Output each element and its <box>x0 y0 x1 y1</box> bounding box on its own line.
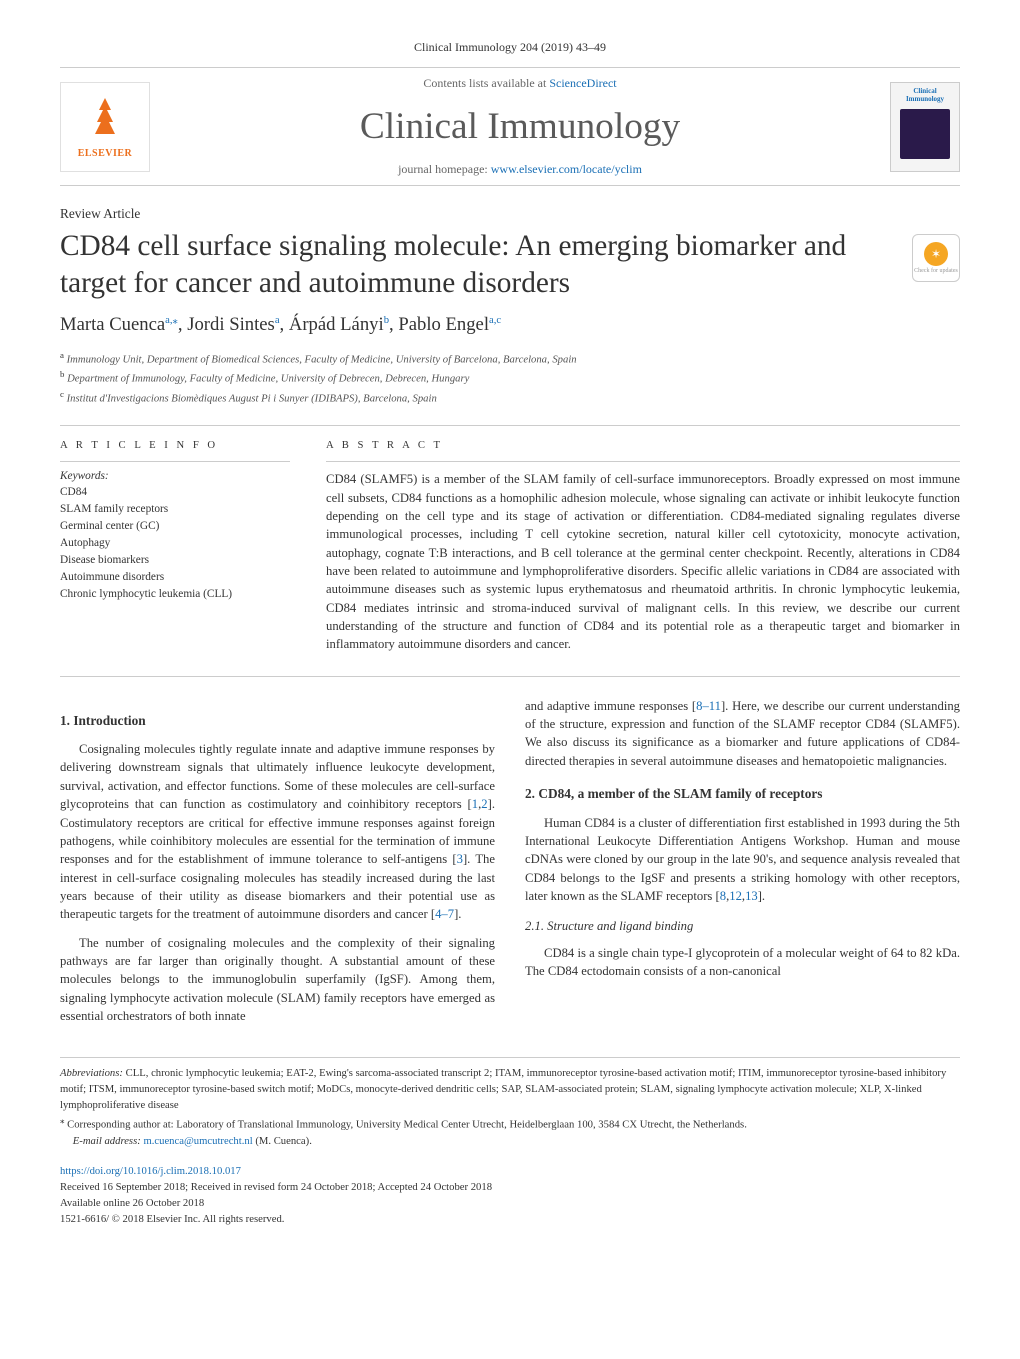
s1-p2: The number of cosignaling molecules and … <box>60 934 495 1026</box>
article-type: Review Article <box>60 206 960 222</box>
elsevier-name: ELSEVIER <box>78 148 133 159</box>
info-divider <box>60 461 290 462</box>
s1-p1-end: ]. <box>454 907 461 921</box>
title-row: CD84 cell surface signaling molecule: An… <box>60 228 960 313</box>
info-abstract-row: A R T I C L E I N F O Keywords: CD84 SLA… <box>60 440 960 654</box>
homepage-prefix: journal homepage: <box>398 162 491 176</box>
affiliation-c: c Institut d'Investigacions Biomèdiques … <box>60 388 960 408</box>
s1-p2b: and adaptive immune responses [8–11]. He… <box>525 697 960 770</box>
author-4-sup: a,c <box>489 315 501 326</box>
s1-p1: Cosignaling molecules tightly regulate i… <box>60 740 495 924</box>
elsevier-logo: ELSEVIER <box>60 82 150 172</box>
top-citation: Clinical Immunology 204 (2019) 43–49 <box>60 40 960 55</box>
s1-p1-a: Cosignaling molecules tightly regulate i… <box>60 742 495 811</box>
ref-4-7[interactable]: 4–7 <box>435 907 454 921</box>
body-text: 1. Introduction Cosignaling molecules ti… <box>60 697 960 1026</box>
author-1: Marta Cuenca <box>60 315 165 336</box>
abbrev-text: CLL, chronic lymphocytic leukemia; EAT-2… <box>60 1068 946 1111</box>
affiliation-b-text: Department of Immunology, Faculty of Med… <box>67 374 469 385</box>
ref-12[interactable]: 12 <box>729 889 742 903</box>
s2-p1: Human CD84 is a cluster of differentiati… <box>525 814 960 906</box>
ref-8-11[interactable]: 8–11 <box>696 699 721 713</box>
abbrev-label: Abbreviations: <box>60 1068 123 1079</box>
email-line: E-mail address: m.cuenca@umcutrecht.nl (… <box>60 1134 960 1150</box>
article-info-label: A R T I C L E I N F O <box>60 440 290 451</box>
keyword: SLAM family receptors <box>60 501 290 518</box>
keyword: Autoimmune disorders <box>60 569 290 586</box>
contents-prefix: Contents lists available at <box>423 76 549 90</box>
cover-image <box>900 109 950 159</box>
affiliation-b: b Department of Immunology, Faculty of M… <box>60 368 960 388</box>
keyword: Chronic lymphocytic leukemia (CLL) <box>60 586 290 603</box>
homepage-link[interactable]: www.elsevier.com/locate/yclim <box>491 162 642 176</box>
header-center: Contents lists available at ScienceDirec… <box>150 76 890 177</box>
journal-name: Clinical Immunology <box>150 105 890 148</box>
email-label: E-mail address: <box>73 1136 144 1147</box>
keyword: Disease biomarkers <box>60 552 290 569</box>
issn-line: 1521-6616/ © 2018 Elsevier Inc. All righ… <box>60 1212 960 1228</box>
footnotes: Abbreviations: CLL, chronic lymphocytic … <box>60 1057 960 1150</box>
abbreviations: Abbreviations: CLL, chronic lymphocytic … <box>60 1066 960 1114</box>
doi-link[interactable]: https://doi.org/10.1016/j.clim.2018.10.0… <box>60 1164 960 1180</box>
s2-p1-end: ]. <box>758 889 765 903</box>
cover-title: Clinical Immunology <box>895 87 955 103</box>
updates-icon: ✶ <box>924 242 948 266</box>
corresponding-author: ⁎ Corresponding author at: Laboratory of… <box>60 1114 960 1134</box>
author-2: , Jordi Sintes <box>178 315 275 336</box>
section-1-title: 1. Introduction <box>60 711 495 730</box>
body-separator <box>60 676 960 677</box>
s21-p1: CD84 is a single chain type-I glycoprote… <box>525 944 960 981</box>
s1-p2b-a: and adaptive immune responses [ <box>525 699 696 713</box>
article-title: CD84 cell surface signaling molecule: An… <box>60 228 900 301</box>
divider <box>60 425 960 426</box>
affiliation-a: a Immunology Unit, Department of Biomedi… <box>60 349 960 369</box>
citation-text: Clinical Immunology 204 (2019) 43–49 <box>414 40 606 54</box>
abstract-column: A B S T R A C T CD84 (SLAMF5) is a membe… <box>326 440 960 654</box>
received-line: Received 16 September 2018; Received in … <box>60 1180 960 1196</box>
author-4: , Pablo Engel <box>389 315 489 336</box>
keyword: Autophagy <box>60 535 290 552</box>
section-2-title: 2. CD84, a member of the SLAM family of … <box>525 784 960 803</box>
affiliation-a-text: Immunology Unit, Department of Biomedica… <box>67 354 577 365</box>
journal-header: ELSEVIER Contents lists available at Sci… <box>60 67 960 186</box>
abstract-divider <box>326 461 960 462</box>
article-info-column: A R T I C L E I N F O Keywords: CD84 SLA… <box>60 440 290 654</box>
check-updates-badge[interactable]: ✶ Check for updates <box>912 234 960 282</box>
sciencedirect-link[interactable]: ScienceDirect <box>549 76 616 90</box>
keyword: CD84 <box>60 484 290 501</box>
abstract-label: A B S T R A C T <box>326 440 960 451</box>
author-1-sup: a,⁎ <box>165 315 178 326</box>
corr-text: Corresponding author at: Laboratory of T… <box>64 1120 746 1131</box>
section-2-1-title: 2.1. Structure and ligand binding <box>525 917 960 935</box>
available-line: Available online 26 October 2018 <box>60 1196 960 1212</box>
journal-cover-thumb: Clinical Immunology <box>890 82 960 172</box>
updates-label: Check for updates <box>914 268 958 274</box>
ref-13[interactable]: 13 <box>745 889 758 903</box>
authors: Marta Cuencaa,⁎, Jordi Sintesa, Árpád Lá… <box>60 313 960 336</box>
homepage-line: journal homepage: www.elsevier.com/locat… <box>150 162 890 177</box>
keywords-label: Keywords: <box>60 470 290 482</box>
affiliations: a Immunology Unit, Department of Biomedi… <box>60 349 960 408</box>
contents-line: Contents lists available at ScienceDirec… <box>150 76 890 91</box>
elsevier-tree-icon <box>83 94 127 144</box>
author-3: , Árpád Lányi <box>280 315 384 336</box>
doi-block: https://doi.org/10.1016/j.clim.2018.10.0… <box>60 1164 960 1228</box>
keyword: Germinal center (GC) <box>60 518 290 535</box>
affiliation-c-text: Institut d'Investigacions Biomèdiques Au… <box>67 393 437 404</box>
abstract-text: CD84 (SLAMF5) is a member of the SLAM fa… <box>326 470 960 654</box>
email-suffix: (M. Cuenca). <box>253 1136 312 1147</box>
email-link[interactable]: m.cuenca@umcutrecht.nl <box>143 1136 252 1147</box>
